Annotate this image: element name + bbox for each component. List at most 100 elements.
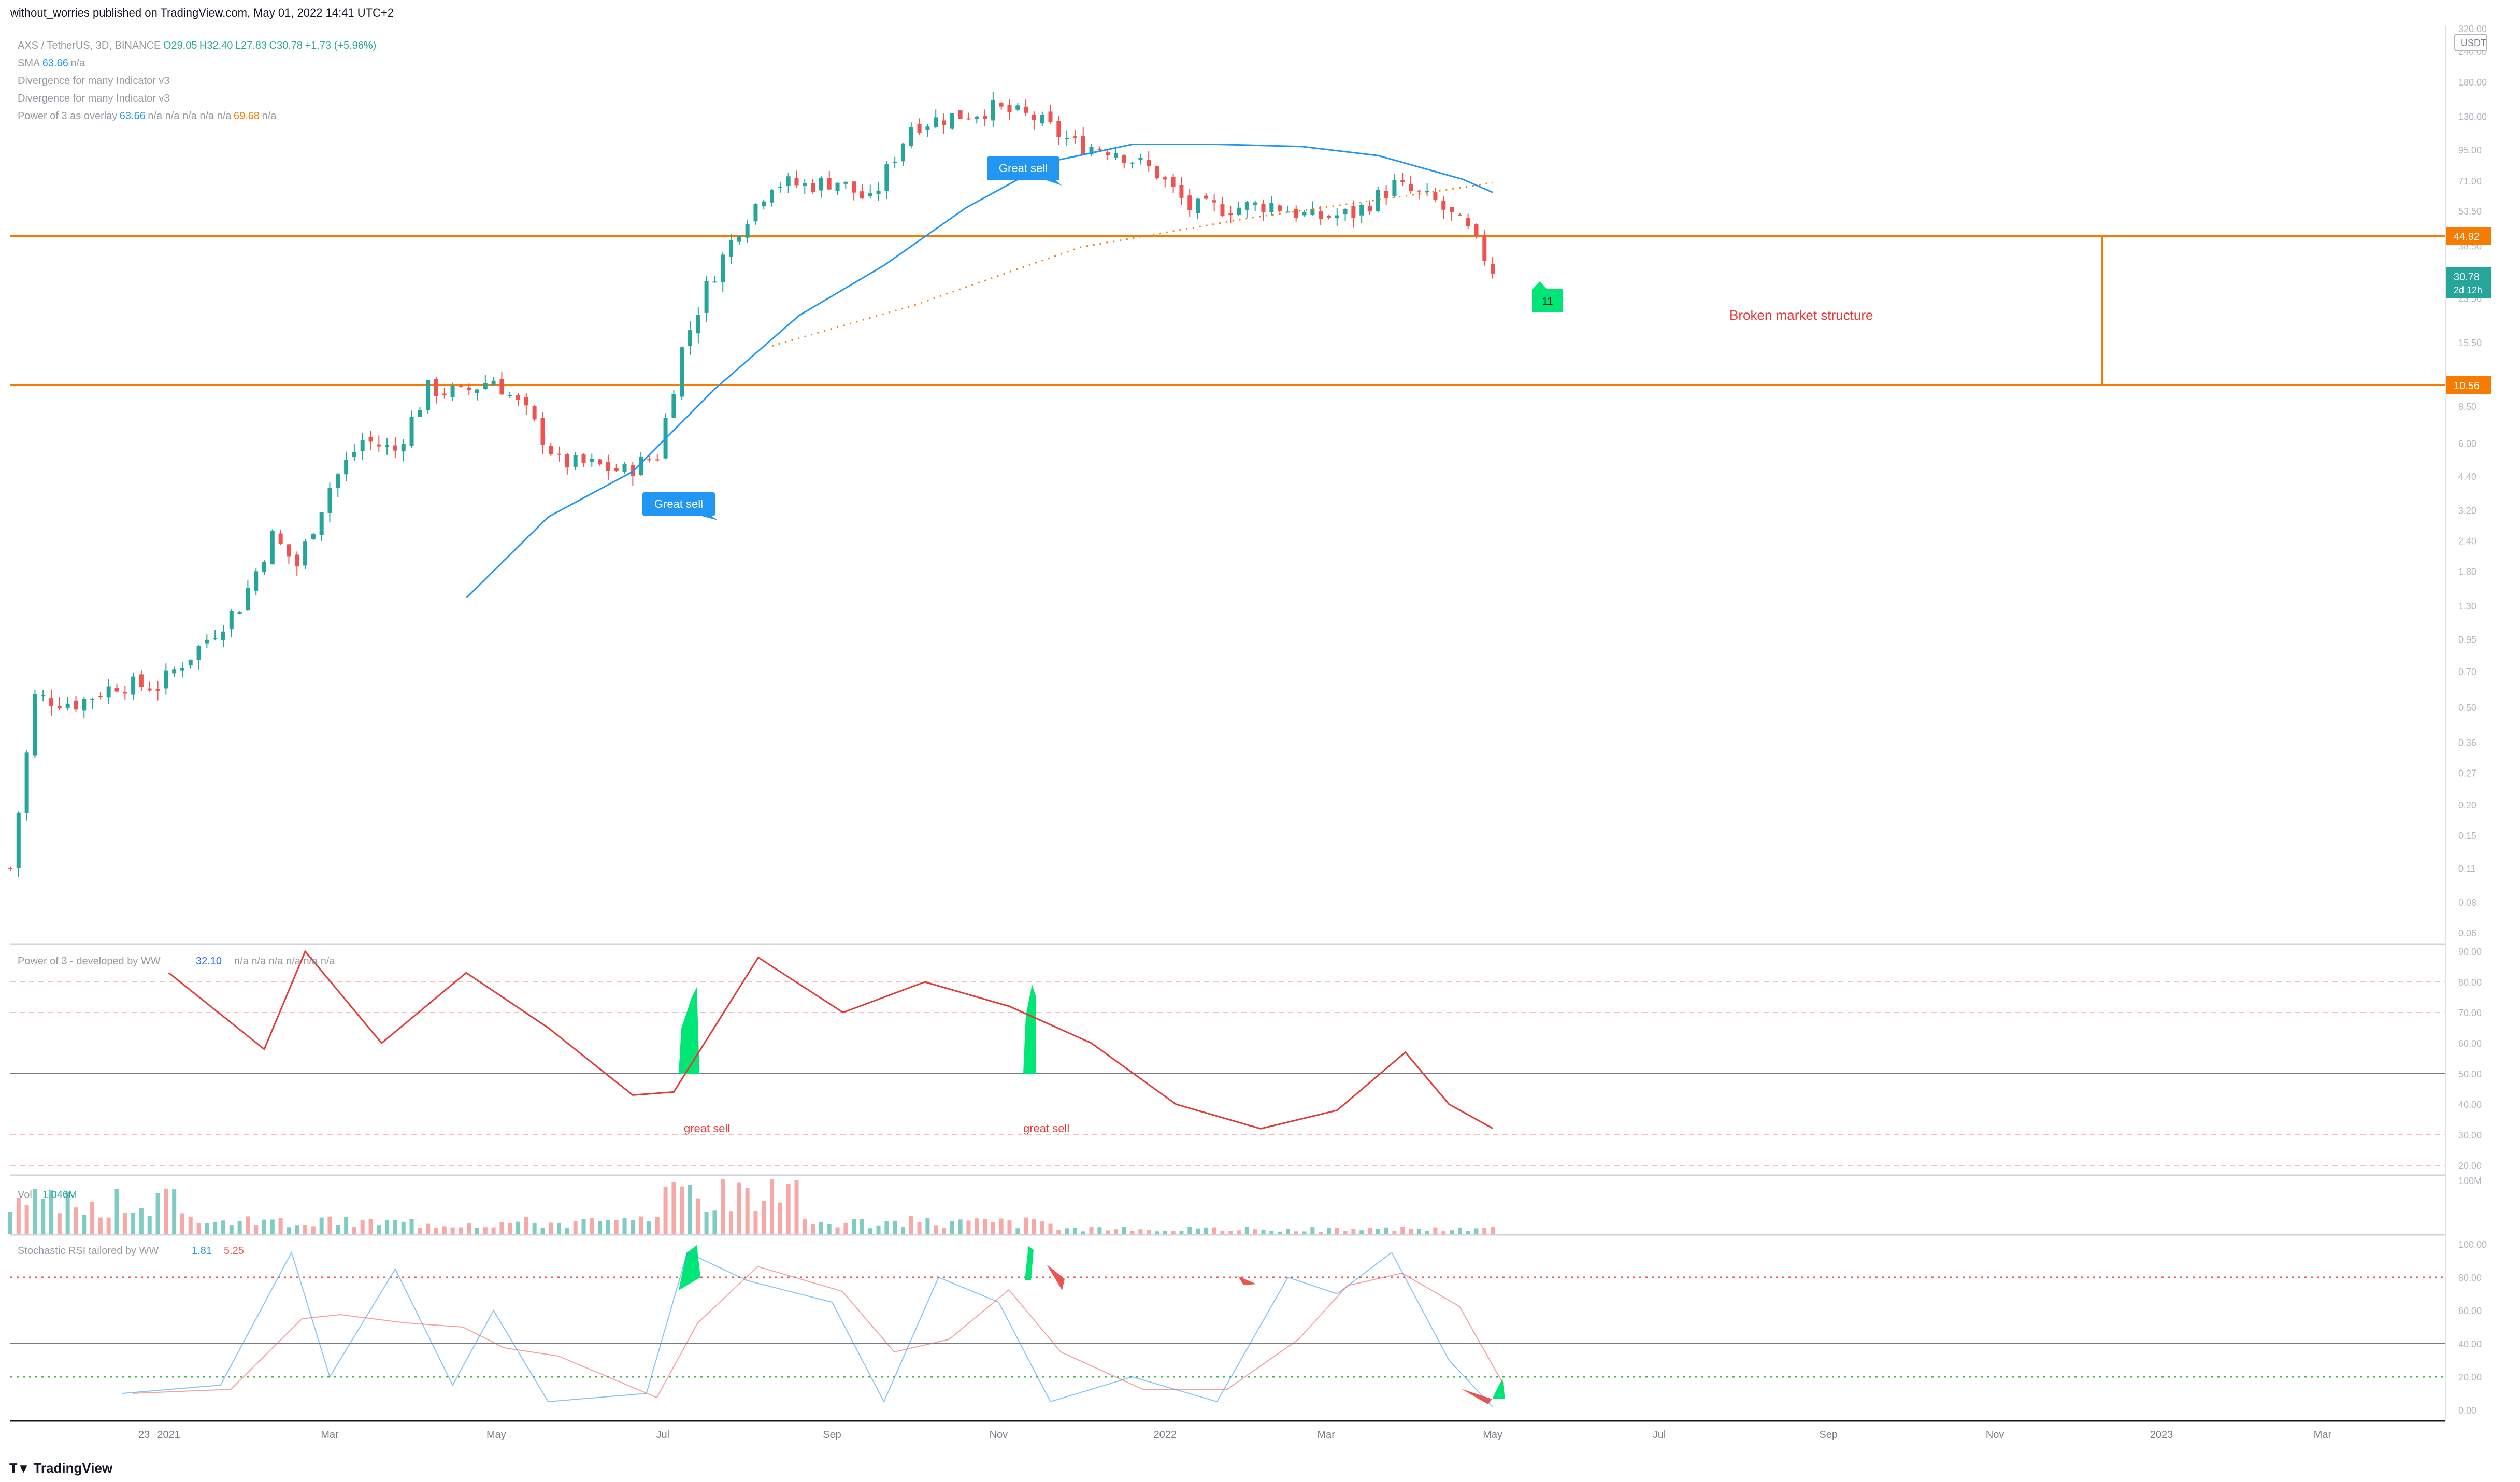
main-legend: AXS / TetherUS, 3D, BINANCE O29.05 H32.4… — [18, 37, 376, 125]
price-axis[interactable]: 240.00180.00130.0095.0071.0053.5038.5023… — [2458, 47, 2487, 938]
volume-bar — [131, 1213, 136, 1234]
volume-bar — [1122, 1227, 1126, 1234]
volume-bar — [1457, 1227, 1462, 1234]
time-axis[interactable]: 23 2021 Mar May Jul Sep Nov 2022 Mar May Jul Sep Nov… — [138, 1429, 2331, 1441]
divergence-legend-row[interactable]: Divergence for many Indicator v3 — [18, 73, 376, 90]
candle-body — [147, 688, 152, 691]
price-tick-label: 0.27 — [2458, 768, 2476, 779]
volume-bar — [860, 1219, 864, 1234]
great-sell-callout-1[interactable]: Great sell — [642, 492, 718, 520]
price-tick-label: 1.30 — [2458, 601, 2476, 611]
stoch-tick-label: 40.00 — [2458, 1339, 2482, 1349]
candle-body — [41, 695, 46, 697]
volume-bar — [778, 1202, 782, 1234]
volume-bar — [1310, 1227, 1315, 1234]
candle-body — [1089, 147, 1094, 155]
candle-body — [1081, 136, 1085, 154]
volume-bar — [647, 1221, 651, 1234]
volume-histogram[interactable] — [8, 1179, 1495, 1234]
price-tick-label: 71.00 — [2458, 176, 2482, 187]
candle-body — [1400, 180, 1405, 182]
price-tick-label: 0.15 — [2458, 831, 2476, 841]
candle-body — [614, 468, 619, 471]
candle-body — [426, 380, 431, 410]
legend-name: Divergence for many Indicator v3 — [18, 93, 170, 104]
tradingview-brand[interactable]: 𝐓▼ TradingView — [9, 1460, 112, 1476]
volume-bar — [213, 1222, 218, 1234]
level-high-value: 44.92 — [2454, 231, 2480, 243]
broken-market-structure-label[interactable]: Broken market structure — [1729, 307, 1873, 323]
candlestick-series[interactable] — [8, 92, 1495, 877]
candle-body — [229, 611, 234, 630]
volume-bar — [1237, 1230, 1241, 1234]
volume-bar — [671, 1182, 676, 1234]
overlay-legend-row[interactable]: Power of 3 as overlay 63.66 n/a n/a n/a … — [18, 108, 376, 125]
price-tick-label: 1.80 — [2458, 566, 2476, 577]
power-tick-label: 70.00 — [2458, 1008, 2482, 1018]
power-of-3-line[interactable] — [168, 950, 1493, 1130]
volume-bar — [573, 1221, 578, 1234]
sma-legend-row[interactable]: SMA 63.66 n/a — [18, 55, 376, 73]
price-tick-label: 6.00 — [2458, 439, 2476, 449]
candle-body — [90, 699, 95, 700]
candle-body — [1147, 160, 1151, 166]
volume-bar — [909, 1216, 913, 1234]
volume-bar — [622, 1218, 627, 1234]
volume-bar — [303, 1225, 308, 1234]
volume-bar — [344, 1217, 349, 1234]
volume-bar — [827, 1223, 832, 1234]
volume-bar — [1384, 1227, 1388, 1234]
volume-bar — [590, 1218, 594, 1234]
great-sell-callout-2[interactable]: Great sell — [987, 156, 1062, 186]
stoch-tick-label: 0.00 — [2458, 1405, 2476, 1416]
candle-body — [237, 612, 242, 614]
time-tick-label: Jul — [656, 1429, 670, 1441]
candle-body — [524, 397, 528, 406]
candle-body — [721, 254, 725, 282]
volume-bar — [237, 1221, 242, 1234]
candle-body — [786, 176, 791, 186]
candle-body — [24, 752, 29, 813]
volume-bar — [712, 1210, 717, 1234]
candle-body — [467, 387, 471, 390]
volume-bar — [147, 1216, 152, 1234]
volume-bar — [450, 1227, 455, 1234]
volume-bar — [1228, 1231, 1233, 1234]
candle-body — [1474, 224, 1479, 236]
stoch-axis[interactable]: 100.00 80.00 60.00 40.00 20.00 0.00 — [2458, 1239, 2487, 1416]
green-count-marker[interactable]: 11 — [1532, 281, 1563, 312]
volume-bar — [639, 1216, 643, 1234]
candle-body — [409, 417, 414, 446]
candle-body — [1032, 114, 1036, 121]
volume-bar — [336, 1225, 340, 1234]
volume-bar — [1113, 1229, 1118, 1234]
volume-bar — [1433, 1227, 1438, 1234]
time-tick-label: Mar — [2314, 1429, 2332, 1441]
sma-line[interactable] — [465, 144, 1493, 599]
currency-badge[interactable] — [2454, 34, 2487, 51]
stoch-d-line[interactable] — [132, 1266, 1504, 1399]
symbol-legend-row[interactable]: AXS / TetherUS, 3D, BINANCE O29.05 H32.4… — [18, 37, 376, 55]
power-of-3-overlay-line[interactable] — [771, 182, 1493, 347]
power-axis[interactable]: 90.00 80.00 70.00 60.00 50.00 40.00 30.00 20.00 — [2458, 947, 2482, 1171]
candle-body — [1171, 177, 1176, 187]
volume-bar — [82, 1215, 87, 1234]
count-text: 11 — [1542, 296, 1553, 307]
volume-bar — [352, 1227, 356, 1234]
volume-bar — [663, 1187, 668, 1234]
volume-bar — [532, 1223, 537, 1234]
candle-body — [778, 187, 782, 188]
legend-name: Power of 3 as overlay — [18, 110, 118, 122]
candle-body — [483, 383, 488, 389]
candle-body — [868, 193, 872, 196]
candle-body — [688, 330, 692, 347]
candle-body — [680, 347, 684, 397]
candle-body — [1351, 206, 1356, 218]
divergence-legend-row[interactable]: Divergence for many Indicator v3 — [18, 90, 376, 108]
volume-bar — [98, 1217, 103, 1234]
candle-body — [57, 706, 62, 708]
volume-bar — [295, 1226, 299, 1234]
stoch-k-line[interactable] — [122, 1251, 1493, 1407]
candle-body — [262, 562, 267, 573]
